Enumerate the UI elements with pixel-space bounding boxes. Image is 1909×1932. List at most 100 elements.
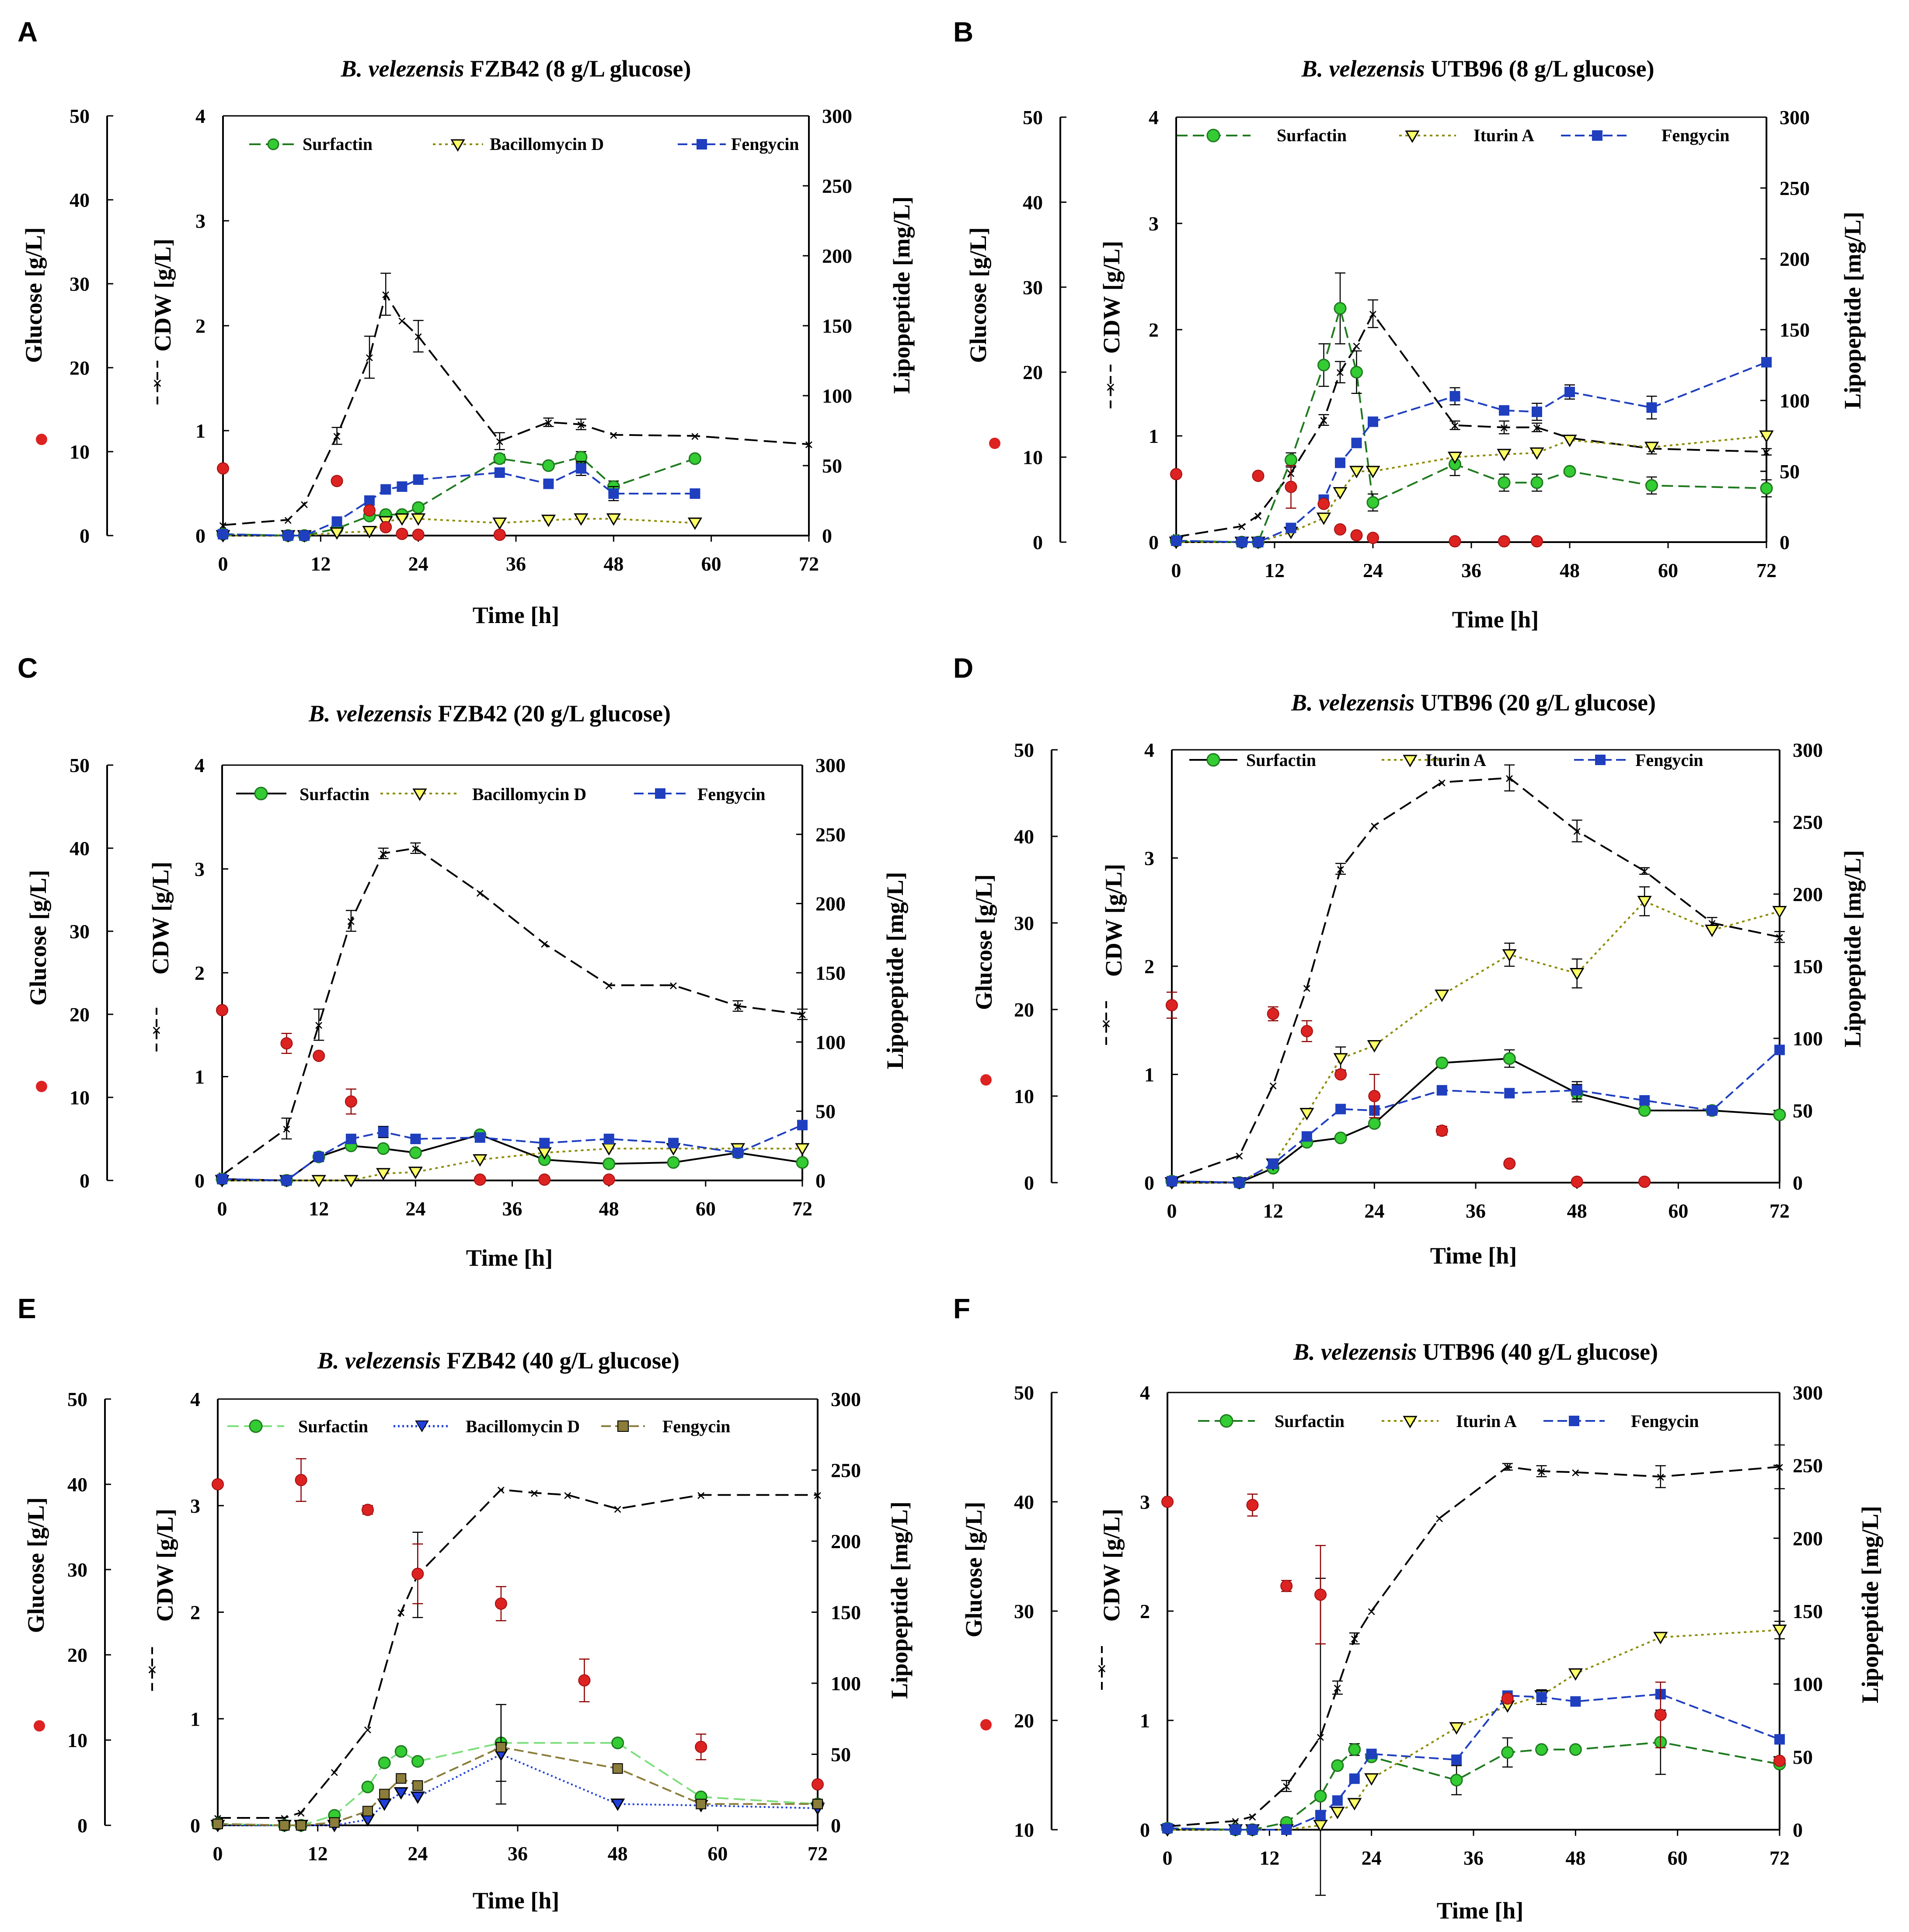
cdw-point: ×: [411, 840, 421, 858]
glucose-point: [1317, 498, 1330, 510]
lipopeptide-tick-label: 150: [1793, 955, 1823, 978]
surfactin-point: [1760, 482, 1773, 495]
surfactin-point: [1645, 479, 1658, 492]
lipopeptide-tick-label: 100: [1793, 1673, 1823, 1695]
surfactin-point: [688, 452, 701, 465]
glucose-tick-label: 40: [1014, 825, 1034, 848]
surfactin-point: [667, 1156, 680, 1169]
bacillomycin-d-point: [574, 513, 589, 526]
iturin-a-point: [1449, 1722, 1464, 1735]
cdw-error-bar: [378, 847, 389, 859]
cdw-point: ×: [332, 428, 342, 446]
cdw-marker-key: ×: [153, 361, 162, 404]
cdw-error-bar: [1774, 931, 1785, 943]
lipopeptide-tick-label: 300: [815, 754, 846, 776]
legend-bacillomycin-d: Bacillomycin D: [394, 1417, 580, 1436]
fengycin-line: [1176, 361, 1767, 543]
iturin-a-point: [1759, 430, 1774, 443]
x-tick-label: 72: [1770, 1847, 1790, 1869]
cdw-axis-label: CDW [g/L]: [150, 239, 176, 352]
x-tick-label: 36: [1461, 559, 1481, 581]
fengycin-point: [1451, 1754, 1462, 1765]
iturin-a-point: [1447, 452, 1463, 464]
surfactin-point: [1773, 1108, 1786, 1121]
glucose-tick-label: 50: [1014, 739, 1034, 761]
cdw-error-bar: [345, 910, 356, 932]
fengycin-point: [1315, 1810, 1326, 1821]
cdw-error-bar: [1639, 867, 1650, 875]
series-glucose: [217, 462, 506, 541]
cdw-point: ×: [576, 416, 586, 435]
cdw-error-bar: [1281, 1780, 1292, 1792]
surfactin-point: [542, 459, 555, 472]
surfactin-point: [1350, 366, 1363, 379]
fengycin-point: [378, 1127, 389, 1138]
cdw-point: ×: [1532, 419, 1542, 438]
cdw-error-bar: [1761, 448, 1772, 456]
cdw-error-bar: [413, 320, 424, 353]
x-tick-label: 24: [1363, 559, 1383, 581]
glucose-point: [212, 1478, 224, 1490]
surfactin-point: [1501, 1746, 1514, 1759]
cdw-point: ×: [563, 1486, 573, 1505]
fengycin-point: [412, 1780, 423, 1791]
fengycin-point: [1571, 1085, 1582, 1096]
glucose-tick-label: 40: [1023, 191, 1043, 213]
glucose-point: [363, 504, 376, 517]
fengycin-point: [1281, 1824, 1292, 1835]
cdw-tick-label: 3: [1149, 212, 1159, 235]
fengycin-point: [495, 1742, 506, 1753]
cdw-axis-label: CDW [g/L]: [1101, 864, 1127, 977]
glucose-tick-label: 10: [1014, 1819, 1034, 1841]
glucose-point: [1498, 535, 1510, 548]
x-tick-label: 0: [1163, 1847, 1173, 1869]
iturin-a-point: [1367, 1040, 1382, 1053]
cdw-point: ×: [397, 312, 407, 331]
svg-text:Fengycin: Fengycin: [1631, 1411, 1699, 1431]
lipopeptide-tick-label: 250: [1793, 811, 1823, 833]
glucose-point: [396, 528, 408, 540]
glucose-point: [1531, 535, 1543, 548]
bacillomycin-d-point: [541, 515, 556, 527]
panel-letter: E: [17, 1293, 36, 1324]
lipopeptide-tick-label: 250: [815, 823, 846, 846]
series-glucose: [1166, 992, 1651, 1188]
glucose-tick-label: 20: [1023, 361, 1043, 383]
lipopeptide-tick-label: 150: [822, 315, 852, 337]
fengycin-point: [397, 481, 408, 492]
axes: 0 12 24 36 48 60 72010203040500123405010015020…: [36, 105, 852, 575]
svg-text:Bacillomycin D: Bacillomycin D: [466, 1417, 580, 1436]
cdw-tick-label: 3: [190, 1495, 200, 1517]
bacillomycin-d-point: [394, 513, 410, 526]
series-fengycin: [1167, 1044, 1785, 1188]
lipopeptide-tick-label: 100: [1780, 390, 1810, 412]
cdw-line: [1167, 1466, 1780, 1828]
series-cdw: ××××××××××××××: [218, 272, 814, 535]
panel-b: B B. velezensis UTB96 (8 g/L glucose) Gl…: [953, 16, 1866, 633]
cdw-point: ×: [1572, 823, 1582, 841]
panel-title: B. velezensis UTB96 (8 g/L glucose): [1301, 56, 1654, 82]
lipopeptide-tick-label: 100: [1793, 1027, 1823, 1050]
svg-text:Fengycin: Fengycin: [697, 784, 766, 804]
cdw-point: ×: [396, 1604, 406, 1622]
fengycin-point: [1167, 1176, 1177, 1187]
fengycin-point: [1449, 391, 1460, 402]
fengycin-point: [1570, 1696, 1581, 1707]
cdw-point: ×: [1370, 817, 1379, 835]
cdw-tick-label: 0: [195, 1170, 205, 1192]
cdw-axis-label: CDW [g/L]: [147, 862, 174, 975]
glucose-point: [380, 521, 392, 533]
surfactin-point: [1331, 1759, 1344, 1772]
cdw-point: ×: [609, 427, 619, 445]
fengycin-point: [1774, 1734, 1785, 1745]
fengycin-point: [345, 1134, 356, 1144]
glucose-marker-key: [34, 1720, 45, 1732]
time-axis-label: Time [h]: [1437, 1897, 1524, 1924]
fengycin-point: [603, 1134, 614, 1144]
glucose-tick-label: 20: [70, 1003, 90, 1026]
bacillomycin-d-point: [329, 527, 345, 540]
legend: Surfactin Bacillomycin D Fengycin: [227, 1417, 731, 1436]
lipopeptide-tick-label: 200: [831, 1530, 861, 1553]
x-tick-label: 36: [1466, 1200, 1486, 1222]
fengycin-point: [396, 1773, 407, 1784]
